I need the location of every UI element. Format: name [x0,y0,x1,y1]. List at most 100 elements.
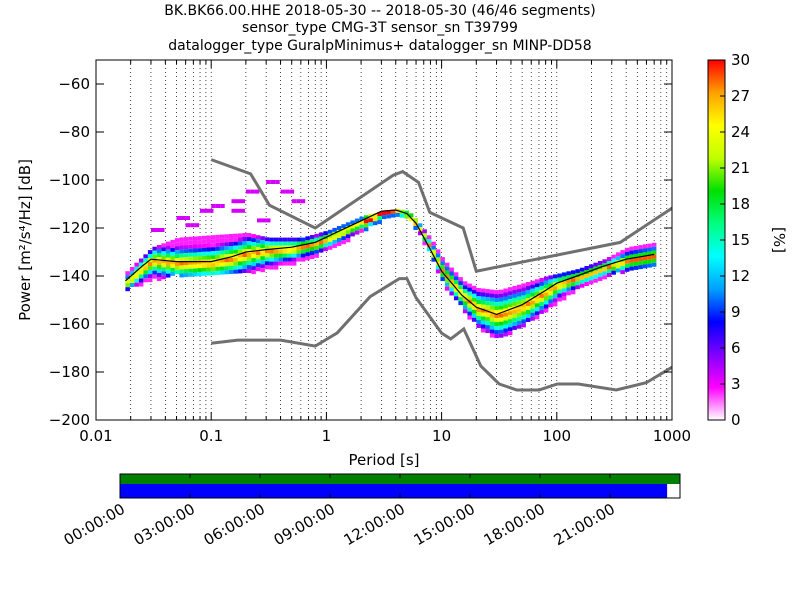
heatmap-cell [296,257,301,262]
heatmap-cell [413,226,418,230]
heatmap-cell [498,301,504,306]
heatmap-cell [246,269,252,273]
heatmap-cell [201,255,207,260]
heatmap-cell [507,311,513,316]
heatmap-cell [651,254,657,259]
coverage-ppsd-bar [120,484,668,498]
heatmap-cell [185,223,191,228]
heatmap-cell [467,283,472,288]
heatmap-cell [152,246,157,251]
heatmap-cell [588,276,594,281]
heatmap-cell [174,250,180,255]
heatmap-cell [282,241,288,246]
heatmap-cell [530,288,535,293]
heatmap-cell [467,287,472,292]
heatmap-cell [476,308,481,312]
coverage-time-label: 15:00:00 [411,500,478,549]
heatmap-cell [534,291,540,296]
heatmap-cell [521,299,526,304]
x-tick-label: 1000 [653,427,691,445]
heatmap-cell [269,249,274,254]
heatmap-cell [566,291,571,296]
heatmap-cell [498,297,504,302]
heatmap-cell [521,315,526,320]
y-tick-label: −180 [49,363,90,381]
heatmap-cell [134,278,139,283]
heatmap-cell [266,180,271,184]
heatmap-cell [611,254,616,259]
heatmap-cell [314,237,319,242]
heatmap-cell [188,268,193,273]
heatmap-cell [270,180,276,184]
heatmap-cell [287,241,292,246]
heatmap-cell [129,279,135,283]
heatmap-cell [237,241,243,246]
heatmap-cell [440,277,445,282]
heatmap-cell [210,243,216,248]
heatmap-cell [233,269,238,274]
heatmap-cell [287,253,292,258]
heatmap-cell [201,271,207,276]
heatmap-cell [260,256,265,261]
heatmap-cell [543,308,549,313]
heatmap-cell [566,287,571,292]
heatmap-cell [449,287,454,292]
heatmap-cell [570,290,576,295]
heatmap-cell [332,231,337,236]
heatmap-cell [254,189,260,194]
heatmap-cell [246,237,252,241]
heatmap-cell [552,294,558,299]
heatmap-cell [620,250,625,255]
heatmap-cell [219,246,225,251]
colorbar-tick-label: 6 [731,339,741,357]
heatmap-cell [332,235,337,240]
heatmap-cell [651,250,657,255]
heatmap-cell [246,253,252,257]
heatmap-cell [624,251,630,256]
heatmap-cell [629,246,634,251]
heatmap-cell [255,251,261,256]
heatmap-cell [278,245,283,250]
heatmap-cell [165,257,171,262]
x-tick-label: 0.1 [199,427,223,445]
heatmap-cell [204,208,209,213]
heatmap-cell [134,274,139,279]
heatmap-cell [188,248,193,253]
heatmap-cell [179,237,184,242]
heatmap-cell [296,253,301,258]
heatmap-cell [539,289,544,294]
heatmap-cell [350,232,355,237]
heatmap-cell [417,227,423,232]
heatmap-cell [539,277,544,282]
heatmap-cell [305,252,310,257]
heatmap-cell [255,243,261,248]
heatmap-cell [467,303,472,308]
heatmap-cell [507,303,513,308]
coverage-time-label: 09:00:00 [271,500,338,549]
heatmap-cell [377,212,382,217]
heatmap-cell [188,272,193,277]
heatmap-cell [521,283,526,288]
heatmap-cell [440,269,445,274]
heatmap-cell [629,258,634,263]
heatmap-cell [287,249,292,254]
heatmap-cell [507,323,513,328]
heatmap-cell [251,258,256,263]
heatmap-cell [413,218,418,222]
heatmap-cell [476,312,481,316]
heatmap-cell [183,269,189,274]
heatmap-cell [507,299,513,304]
heatmap-cell [291,199,297,204]
heatmap-cell [314,241,319,246]
heatmap-cell [185,216,190,220]
heatmap-cell [521,307,526,312]
heatmap-cell [201,239,207,244]
heatmap-cell [251,262,256,267]
heatmap-cell [219,258,225,263]
heatmap-cell [264,253,270,258]
heatmap-cell [170,263,175,268]
heatmap-cell [201,267,207,272]
heatmap-cell [291,241,297,246]
heatmap-cell [236,208,241,213]
heatmap-cell [624,247,630,252]
